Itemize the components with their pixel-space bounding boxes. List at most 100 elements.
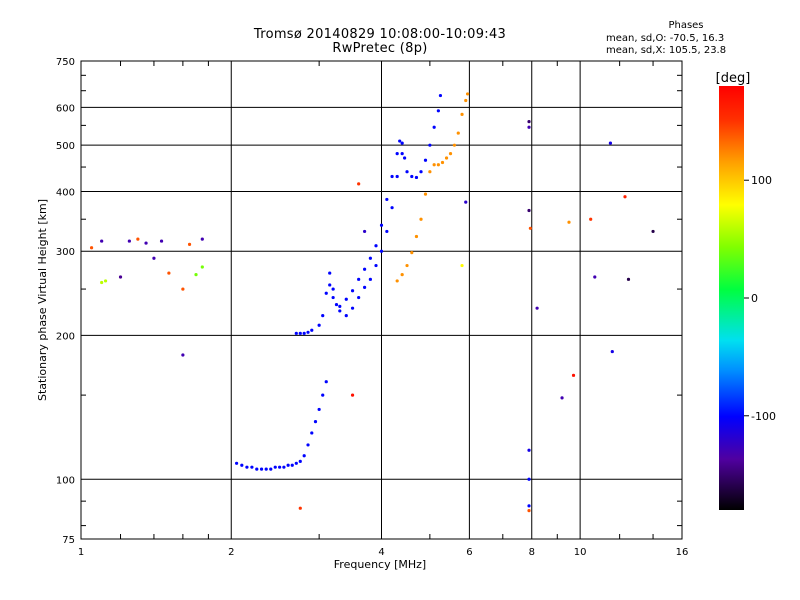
data-point	[403, 156, 407, 160]
data-point	[428, 170, 432, 174]
data-point	[194, 273, 198, 277]
data-point	[302, 331, 306, 335]
data-point	[385, 197, 389, 202]
data-point	[527, 448, 531, 452]
data-point	[444, 156, 449, 160]
data-point	[235, 461, 239, 465]
data-point	[448, 152, 453, 156]
x-tick-label: 10	[574, 547, 587, 558]
x-tick-labels: 1 2 4 6 8 10 16	[78, 547, 689, 558]
axis-ticks	[81, 61, 682, 539]
data-point	[334, 302, 339, 307]
data-point	[328, 283, 332, 287]
y-tick-label: 500	[56, 141, 75, 152]
data-point	[414, 175, 419, 180]
data-point	[390, 174, 394, 179]
data-point	[400, 141, 404, 145]
data-point	[317, 323, 321, 327]
data-point	[432, 163, 436, 167]
data-point	[395, 174, 399, 179]
data-point	[255, 467, 259, 471]
data-point	[460, 263, 464, 268]
x-tick-label: 1	[78, 547, 84, 558]
data-point	[464, 98, 468, 103]
data-point	[385, 229, 389, 234]
data-point	[626, 277, 631, 281]
data-point	[89, 246, 94, 250]
data-point	[118, 275, 123, 279]
phase-stats: Phases mean, sd,O: -70.5, 16.3 mean, sd,…	[606, 20, 756, 57]
data-point	[294, 461, 298, 465]
data-point	[363, 229, 367, 234]
y-tick-label: 100	[56, 475, 75, 486]
data-point	[357, 295, 361, 300]
data-point	[623, 195, 627, 199]
data-point	[560, 396, 564, 400]
data-point	[313, 420, 318, 424]
data-point	[465, 92, 470, 96]
data-point	[187, 242, 192, 247]
data-point	[310, 431, 314, 435]
data-point	[379, 249, 384, 253]
data-point	[432, 125, 436, 129]
stats-heading: Phases	[668, 20, 704, 31]
data-point	[527, 508, 531, 513]
y-tick-label: 200	[56, 331, 75, 342]
stats-line-o: mean, sd,O: -70.5, 16.3	[606, 33, 725, 44]
colorbar-ticks: 100 0 -100	[744, 174, 776, 423]
data-point	[269, 467, 273, 471]
data-point	[338, 304, 342, 308]
data-point	[395, 152, 399, 156]
data-point	[440, 160, 445, 165]
grid-lines	[81, 61, 682, 539]
data-point	[273, 465, 277, 469]
y-tick-labels: 75 100 200 300 400 500 600 750	[56, 57, 75, 546]
data-point	[410, 251, 414, 255]
data-point	[200, 265, 204, 269]
data-point	[100, 280, 104, 285]
data-point	[350, 306, 355, 310]
data-point	[298, 331, 302, 335]
data-point	[593, 275, 597, 279]
data-point	[324, 380, 328, 384]
y-tick-label: 300	[56, 247, 75, 258]
data-point	[589, 217, 593, 221]
data-point	[436, 163, 440, 167]
x-axis-label: Frequency [MHz]	[334, 558, 426, 571]
colorbar-tick-label: -100	[751, 410, 776, 423]
data-point	[464, 200, 468, 204]
data-point	[410, 174, 414, 179]
data-point	[136, 237, 140, 241]
data-point	[423, 192, 428, 196]
data-point	[103, 279, 108, 283]
data-point	[302, 454, 306, 458]
y-tick-label: 750	[56, 57, 75, 68]
data-point	[338, 309, 342, 313]
colorbar-tick-label: 0	[751, 292, 758, 305]
data-point	[535, 306, 539, 310]
data-point	[527, 477, 531, 481]
data-point	[608, 141, 613, 145]
data-point	[250, 465, 254, 469]
data-point	[331, 295, 335, 300]
data-point	[368, 256, 372, 260]
data-point	[310, 328, 314, 332]
data-point	[200, 237, 204, 241]
data-point	[357, 182, 361, 186]
data-point	[363, 267, 367, 271]
data-point	[328, 271, 332, 275]
data-point	[527, 125, 531, 129]
data-point	[390, 206, 394, 210]
colorbar-label: [deg]	[716, 71, 751, 86]
data-point	[294, 331, 298, 335]
data-point	[419, 217, 423, 221]
data-point	[395, 279, 399, 283]
data-point	[423, 158, 428, 162]
colorbar-tick-label: 100	[751, 174, 772, 187]
x-tick-label: 16	[676, 547, 689, 558]
data-point	[350, 393, 355, 397]
y-tick-label: 75	[62, 535, 75, 546]
data-point	[306, 443, 310, 447]
data-point	[528, 226, 532, 230]
